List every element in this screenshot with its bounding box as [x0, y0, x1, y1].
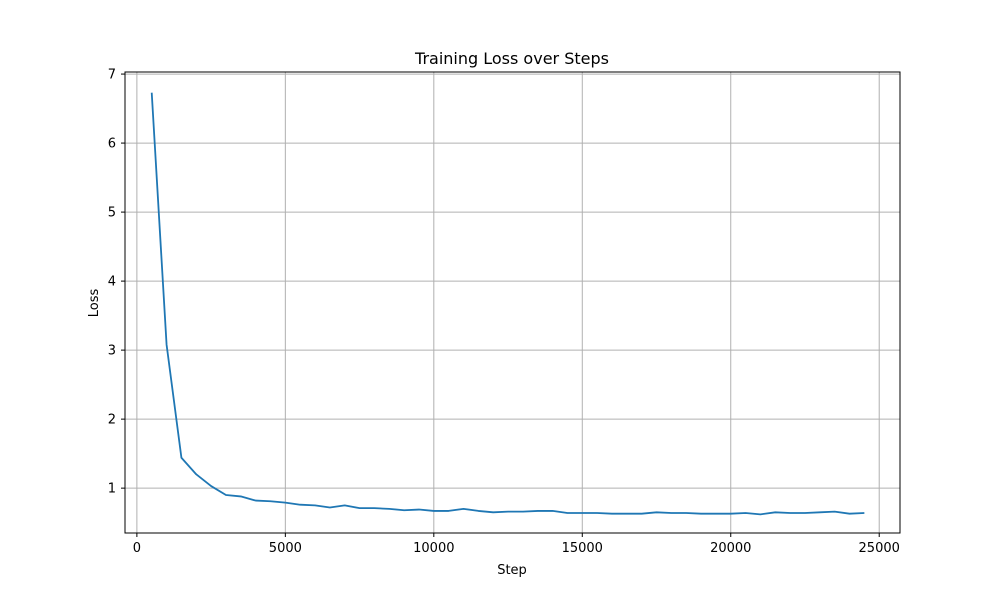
- x-tick-label: 10000: [413, 541, 454, 556]
- x-tick-label: 5000: [269, 541, 302, 556]
- y-tick-label: 5: [108, 206, 116, 221]
- plot-area: [125, 72, 900, 533]
- grid-lines: [125, 72, 900, 533]
- y-axis-label: Loss: [87, 289, 102, 318]
- plot-frame: [124, 71, 901, 534]
- x-tick-label: 15000: [562, 541, 603, 556]
- loss-series-line: [150, 92, 865, 516]
- axis-ticks: 0 5000 10000 15000 20000 25000 1 2 3 4 5 6 7: [108, 68, 900, 556]
- y-tick-label: 6: [108, 137, 116, 152]
- chart-title: Training Loss over Steps: [414, 49, 609, 68]
- x-tick-label: 20000: [710, 541, 751, 556]
- y-tick-label: 3: [108, 344, 116, 359]
- y-tick-label: 7: [108, 68, 116, 83]
- x-tick-label: 25000: [859, 541, 900, 556]
- x-tick-label: 0: [133, 541, 141, 556]
- y-tick-label: 1: [108, 482, 116, 497]
- data-series: [150, 92, 865, 516]
- y-tick-label: 2: [108, 413, 116, 428]
- x-axis-label: Step: [497, 563, 527, 578]
- y-tick-label: 4: [108, 275, 116, 290]
